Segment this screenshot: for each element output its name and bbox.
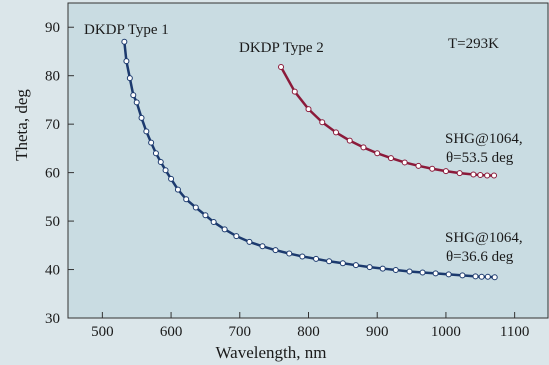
data-point xyxy=(305,106,312,113)
data-point xyxy=(162,167,169,174)
plot-area xyxy=(67,2,549,319)
data-point xyxy=(491,274,498,281)
y-tick-label: 30 xyxy=(45,311,60,327)
data-point xyxy=(299,253,306,260)
data-point xyxy=(445,271,452,278)
data-point xyxy=(202,212,209,219)
data-point xyxy=(123,58,130,65)
data-point xyxy=(313,255,320,262)
x-tick-label: 1100 xyxy=(500,324,529,340)
data-point xyxy=(157,158,164,165)
x-tick-label: 700 xyxy=(229,324,252,340)
data-point xyxy=(456,170,463,177)
axis-ticks: 500 600 700 800 900 1000 1100 30 40 50 60 70 80 90 xyxy=(45,20,529,340)
data-point xyxy=(221,226,228,233)
data-point xyxy=(379,265,386,272)
y-tick-label: 40 xyxy=(45,263,60,279)
data-point xyxy=(121,38,128,45)
data-point xyxy=(192,204,199,211)
labels-group: Wavelength, nm Theta, deg DKDP Type 1 DKDP … xyxy=(12,22,523,362)
data-point xyxy=(401,159,408,166)
data-point xyxy=(491,172,498,179)
data-point xyxy=(484,273,491,280)
data-point xyxy=(442,168,449,175)
data-point xyxy=(126,75,133,82)
data-point xyxy=(210,219,217,226)
data-point xyxy=(478,273,485,280)
annotation-shg2-line1: SHG@1064, xyxy=(445,131,523,147)
data-point xyxy=(432,270,439,277)
data-point xyxy=(272,247,279,254)
y-tick-label: 60 xyxy=(45,166,60,182)
y-tick-label: 80 xyxy=(45,69,60,85)
data-point xyxy=(326,258,333,265)
y-tick-label: 70 xyxy=(45,117,60,133)
annotation-temp: T=293K xyxy=(448,36,499,52)
data-point xyxy=(183,196,190,203)
data-point xyxy=(392,267,399,274)
data-point xyxy=(387,155,394,162)
y-axis-label: Theta, deg xyxy=(12,89,31,161)
annotation-shg1-line1: SHG@1064, xyxy=(445,230,523,246)
data-point xyxy=(472,273,479,280)
data-point xyxy=(374,150,381,157)
data-point xyxy=(477,172,484,179)
data-point xyxy=(339,260,346,267)
data-point xyxy=(291,88,298,95)
data-point xyxy=(470,171,477,178)
x-tick-label: 600 xyxy=(160,324,183,340)
data-point xyxy=(419,269,426,276)
annotation-shg2-line2: θ=53.5 deg xyxy=(446,150,514,166)
annotation-shg1-line2: θ=36.6 deg xyxy=(446,249,514,265)
data-point xyxy=(278,63,285,70)
x-tick-label: 900 xyxy=(366,324,389,340)
data-point xyxy=(406,268,413,275)
data-point xyxy=(148,139,155,146)
x-tick-label: 1000 xyxy=(431,324,461,340)
data-point xyxy=(319,119,326,126)
data-point xyxy=(429,165,436,172)
data-point xyxy=(259,243,266,250)
data-point xyxy=(346,137,353,144)
data-point xyxy=(415,162,422,169)
data-point xyxy=(360,144,367,151)
series-line-1 xyxy=(123,40,496,279)
series-label-dkdp-type-2: DKDP Type 2 xyxy=(239,40,324,56)
data-point xyxy=(133,99,140,106)
series-label-dkdp-type-1: DKDP Type 1 xyxy=(84,22,169,38)
data-point xyxy=(130,92,137,99)
data-point xyxy=(484,172,491,179)
x-axis-label: Wavelength, nm xyxy=(216,343,327,362)
data-point xyxy=(233,233,240,240)
data-point xyxy=(168,175,175,182)
x-tick-label: 500 xyxy=(91,324,114,340)
data-point xyxy=(352,262,359,269)
data-point xyxy=(152,150,159,157)
data-point xyxy=(459,272,466,279)
series-group xyxy=(121,38,498,281)
data-point xyxy=(246,238,253,245)
x-tick-label: 800 xyxy=(297,324,320,340)
data-point xyxy=(332,129,339,136)
data-point xyxy=(286,250,293,257)
y-tick-label: 50 xyxy=(45,214,60,230)
data-point xyxy=(174,186,181,193)
data-point xyxy=(138,114,145,121)
data-point xyxy=(366,264,373,271)
y-tick-label: 90 xyxy=(45,20,60,36)
data-point xyxy=(143,128,150,135)
